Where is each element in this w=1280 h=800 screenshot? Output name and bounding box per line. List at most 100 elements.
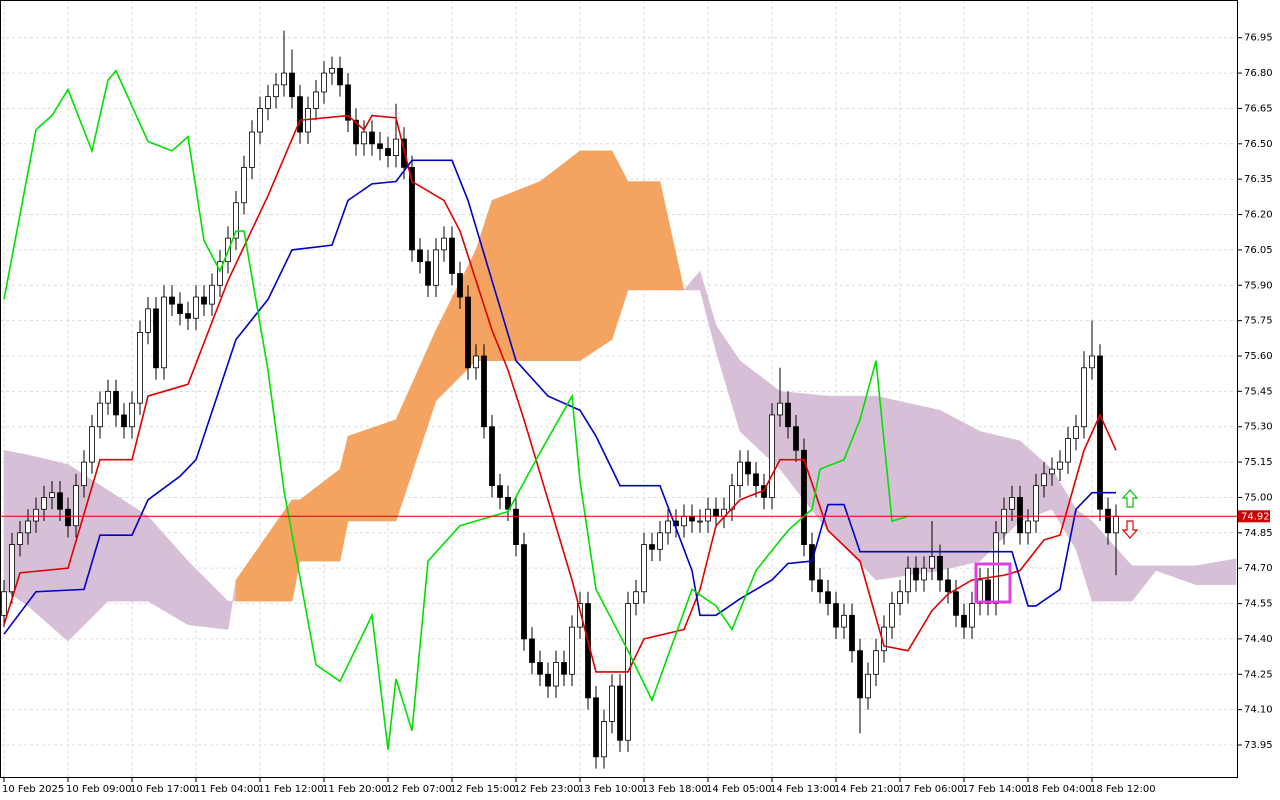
- y-tick-label: 76.80: [1244, 68, 1273, 79]
- candle-body: [809, 544, 815, 581]
- candle-body: [385, 148, 391, 156]
- candle-body: [745, 461, 751, 475]
- candle-body: [1073, 426, 1079, 439]
- y-tick-label: 74.55: [1244, 599, 1273, 610]
- candle-body: [505, 497, 511, 510]
- x-tick-label: 14 Feb 21:00: [834, 784, 900, 795]
- candle-body: [329, 67, 335, 74]
- candle-body: [129, 402, 135, 428]
- y-tick-label: 76.50: [1244, 139, 1273, 150]
- candle-body: [457, 273, 463, 298]
- candle-body: [849, 614, 855, 652]
- down-arrow-icon: [1121, 520, 1139, 539]
- indicator-lines: [3, 69, 1117, 750]
- current-price-label: 74.92: [1241, 511, 1270, 522]
- candle-body: [273, 84, 279, 98]
- candle-body: [985, 579, 991, 604]
- indicator-line: [3, 159, 1116, 635]
- candle-body: [769, 414, 775, 498]
- indicator-line: [3, 114, 1117, 673]
- x-tick-label: 12 Feb 07:00: [386, 784, 452, 795]
- candle-body: [361, 131, 367, 145]
- candle-body: [681, 515, 687, 527]
- candle-body: [1, 591, 7, 616]
- candle-body: [257, 108, 263, 133]
- candle-body: [713, 508, 719, 517]
- candle-body: [577, 603, 583, 628]
- candle-body: [497, 485, 503, 498]
- candle-body: [905, 567, 911, 593]
- candle-body: [481, 355, 487, 428]
- candle-body: [121, 414, 127, 428]
- candle-body: [1025, 520, 1031, 534]
- y-tick-label: 75.00: [1244, 492, 1273, 503]
- candle-body: [649, 544, 655, 550]
- candle-body: [377, 143, 383, 149]
- candle-body: [753, 473, 759, 487]
- candle-body: [153, 308, 159, 369]
- candle-body: [113, 390, 119, 416]
- y-tick-label: 76.05: [1244, 245, 1273, 256]
- candle-body: [289, 72, 295, 98]
- candle-body: [1065, 438, 1071, 463]
- x-tick-label: 12 Feb 15:00: [450, 784, 516, 795]
- x-tick-label: 14 Feb 13:00: [770, 784, 836, 795]
- candle-body: [345, 84, 351, 121]
- candle-body: [177, 303, 183, 314]
- candle-body: [9, 544, 15, 593]
- candle-body: [473, 355, 479, 369]
- cloud-segment: [659, 181, 685, 291]
- indicator-line: [3, 69, 909, 750]
- x-tick-label: 17 Feb 14:00: [962, 784, 1028, 795]
- x-tick-label: 10 Feb 2025: [2, 784, 64, 795]
- candle-body: [1041, 473, 1047, 487]
- candle-body: [961, 614, 967, 628]
- candle-body: [833, 603, 839, 628]
- candle-body: [1001, 508, 1007, 534]
- candle-body: [545, 673, 551, 687]
- candle-body: [665, 520, 671, 534]
- candle-body: [97, 402, 103, 428]
- candle-body: [369, 131, 375, 145]
- candle-body: [609, 685, 615, 722]
- candle-body: [945, 579, 951, 593]
- candle-body: [929, 555, 935, 569]
- candle-body: [161, 296, 167, 369]
- candle-body: [281, 72, 287, 86]
- candle-body: [617, 685, 623, 741]
- candle-body: [297, 96, 303, 133]
- candle-body: [953, 591, 959, 616]
- candle-body: [201, 296, 207, 305]
- candle-body: [321, 72, 327, 93]
- candle-body: [633, 591, 639, 604]
- plot-border: [0, 0, 1238, 778]
- candle-body: [57, 492, 63, 510]
- candle-body: [561, 662, 567, 675]
- candle-body: [265, 96, 271, 109]
- y-tick-label: 76.35: [1244, 174, 1273, 185]
- x-tick-label: 13 Feb 18:00: [642, 784, 708, 795]
- y-tick-label: 75.15: [1244, 457, 1273, 468]
- x-tick-label: 13 Feb 10:00: [578, 784, 644, 795]
- x-tick-label: 17 Feb 06:00: [898, 784, 964, 795]
- candle-body: [17, 532, 23, 546]
- y-tick-label: 75.30: [1244, 422, 1273, 433]
- candle-body: [657, 532, 663, 550]
- candle-body: [785, 402, 791, 428]
- candle-body: [1097, 355, 1103, 510]
- candle-body: [937, 555, 943, 581]
- candle-body: [1017, 497, 1023, 534]
- candle-body: [1009, 497, 1015, 510]
- cloud-segment: [939, 409, 981, 571]
- candle-body: [1113, 515, 1119, 534]
- y-tick-label: 76.95: [1244, 33, 1273, 44]
- candle-body: [41, 497, 47, 510]
- y-tick-label: 76.20: [1244, 210, 1273, 221]
- candle-body: [393, 138, 399, 157]
- candle-body: [529, 638, 535, 663]
- candle-body: [169, 296, 175, 305]
- cloud-segment: [579, 150, 613, 362]
- candle-body: [449, 237, 455, 274]
